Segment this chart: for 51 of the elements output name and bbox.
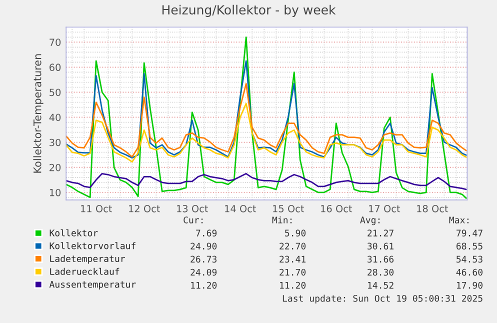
y-tick-label: 30 [50, 138, 61, 146]
x-tick-label: 16 Oct [321, 204, 352, 212]
line-series [66, 172, 467, 190]
y-axis-title: Kollektor-Temperaturen [33, 54, 44, 173]
text: 7.69 [196, 230, 217, 236]
y-tick-label: 70 [50, 38, 61, 46]
text: Last update: Sun Oct 19 05:00:31 2025 [282, 294, 482, 304]
y-tick-label: 10 [50, 188, 61, 196]
x-tick-label: 12 Oct [129, 204, 160, 212]
line-series [66, 102, 467, 163]
text: 11.20 [280, 282, 306, 289]
text: Avg: [360, 216, 380, 226]
text: 22.70 [280, 242, 306, 250]
line-series [66, 83, 467, 158]
text: 24.09 [190, 268, 217, 276]
legend-label: Kollektor [50, 229, 98, 236]
text: 46.60 [456, 268, 482, 276]
y-tick-label: 40 [49, 114, 61, 122]
legend-label: Aussentemperatur [49, 281, 136, 290]
y-tick-label: 20 [50, 164, 61, 172]
text: 14.52 [368, 282, 394, 289]
text: Cur: [184, 216, 203, 224]
text: 28.30 [368, 268, 394, 276]
text: 24.90 [190, 242, 217, 250]
text: 30.61 [368, 242, 394, 250]
text: 17.90 [456, 282, 482, 289]
chart-title: Heizung/Kollektor - by week [162, 4, 336, 17]
text: Min: [272, 216, 292, 224]
text: 23.41 [280, 256, 306, 263]
text: 26.73 [190, 256, 217, 263]
text: 21.70 [280, 268, 306, 276]
x-tick-label: 13 Oct [177, 204, 208, 212]
text: 54.53 [456, 256, 482, 263]
y-tick-label: 50 [50, 88, 61, 96]
x-tick-label: 11 Oct [81, 204, 112, 212]
text: 31.66 [368, 256, 394, 263]
x-tick-label: 15 Oct [273, 204, 304, 212]
text: 5.90 [285, 230, 306, 236]
line-series [66, 60, 467, 159]
text: 11.20 [191, 282, 217, 289]
text: 79.47 [456, 230, 482, 236]
text: 21.27 [368, 230, 394, 236]
y-tick-label: 60 [50, 64, 61, 72]
legend-label: Laderuecklauf [50, 268, 120, 275]
legend-label: Kollektorvorlauf [50, 242, 136, 250]
x-tick-label: 14 Oct [225, 204, 256, 212]
text: 68.55 [456, 242, 482, 250]
x-tick-label: 17 Oct [369, 204, 400, 212]
text: Max: [449, 216, 468, 224]
legend-label: Ladetemperatur [50, 255, 125, 264]
x-tick-label: 18 Oct [417, 204, 448, 212]
